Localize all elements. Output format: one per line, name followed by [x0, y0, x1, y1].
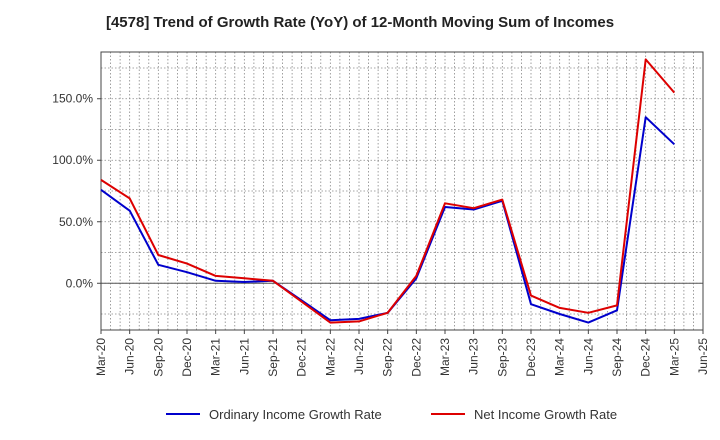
series	[100, 58, 676, 324]
x-tick-label: Jun-22	[352, 338, 366, 375]
x-tick-label: Dec-23	[524, 338, 538, 377]
x-tick-label: Sep-23	[495, 338, 509, 377]
x-tick-label: Sep-20	[151, 338, 165, 377]
x-tick-label: Mar-21	[209, 338, 223, 376]
x-tick-label: Sep-24	[610, 338, 624, 377]
series-line-net-income	[100, 58, 676, 324]
x-tick-label: Jun-20	[123, 338, 137, 375]
x-tick-label: Dec-20	[180, 338, 194, 377]
x-tick-label: Jun-23	[467, 338, 481, 375]
axes: 0.0% 50.0% 100.0% 150.0% Mar-20 Jun-20 Sep-20 D…	[52, 51, 710, 377]
x-tick-label: Dec-24	[639, 338, 653, 377]
y-tick-label: 100.0%	[52, 153, 93, 167]
x-tick-label: Jun-21	[237, 338, 251, 375]
x-tick-label: Dec-21	[295, 338, 309, 377]
legend: Ordinary Income Growth Rate Net Income Gr…	[166, 407, 617, 422]
x-tick-label: Mar-22	[323, 338, 337, 376]
legend-label: Net Income Growth Rate	[474, 407, 617, 422]
x-tick-label: Sep-22	[381, 338, 395, 377]
x-tick-label: Mar-20	[94, 338, 108, 376]
x-tick-label: Mar-25	[667, 338, 681, 376]
x-tick-label: Mar-24	[553, 338, 567, 376]
x-tick-label: Dec-22	[409, 338, 423, 377]
legend-label: Ordinary Income Growth Rate	[209, 407, 382, 422]
grid	[100, 52, 704, 330]
series-line-ordinary-income	[100, 116, 675, 324]
y-tick-label: 0.0%	[66, 276, 94, 290]
y-tick-label: 150.0%	[52, 92, 93, 106]
chart-title: [4578] Trend of Growth Rate (YoY) of 12-…	[105, 14, 615, 31]
x-tick-label: Mar-23	[438, 338, 452, 376]
y-tick-label: 50.0%	[59, 215, 93, 229]
x-tick-label: Jun-24	[581, 338, 595, 375]
x-tick-label: Jun-25	[696, 338, 710, 375]
x-tick-label: Sep-21	[266, 338, 280, 377]
